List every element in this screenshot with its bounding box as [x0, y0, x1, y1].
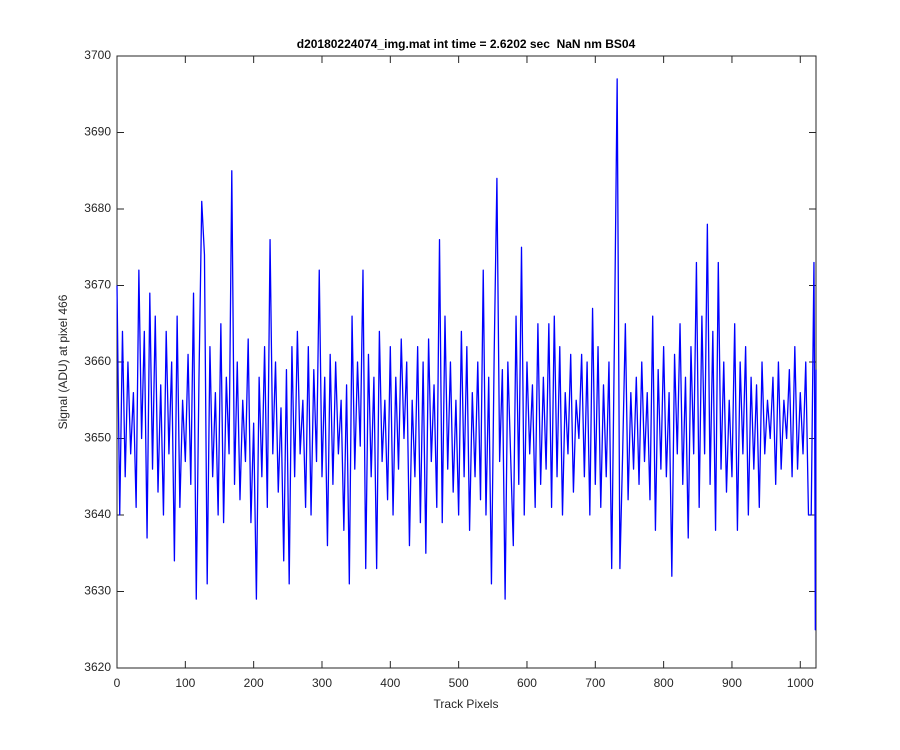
- x-axis-label: Track Pixels: [434, 697, 499, 711]
- x-tick-label: 300: [312, 676, 332, 690]
- x-tick-label: 800: [654, 676, 674, 690]
- x-tick-label: 500: [449, 676, 469, 690]
- y-tick-label: 3620: [84, 660, 111, 674]
- y-tick-label: 3700: [84, 48, 111, 62]
- y-tick-label: 3670: [84, 278, 111, 292]
- x-tick-label: 700: [585, 676, 605, 690]
- y-tick-label: 3650: [84, 431, 111, 445]
- x-tick-label: 1000: [787, 676, 814, 690]
- x-tick-label: 400: [380, 676, 400, 690]
- y-tick-label: 3630: [84, 584, 111, 598]
- x-tick-label: 600: [517, 676, 537, 690]
- x-tick-label: 200: [244, 676, 264, 690]
- y-tick-label: 3660: [84, 354, 111, 368]
- y-tick-label: 3690: [84, 125, 111, 139]
- y-tick-label: 3680: [84, 201, 111, 215]
- x-tick-label: 100: [175, 676, 195, 690]
- x-tick-label: 900: [722, 676, 742, 690]
- y-axis-label: Signal (ADU) at pixel 466: [56, 294, 70, 429]
- y-tick-label: 3640: [84, 507, 111, 521]
- chart-title: d20180224074_img.mat int time = 2.6202 s…: [297, 37, 636, 51]
- data-line: [116, 78, 817, 631]
- x-tick-label: 0: [114, 676, 121, 690]
